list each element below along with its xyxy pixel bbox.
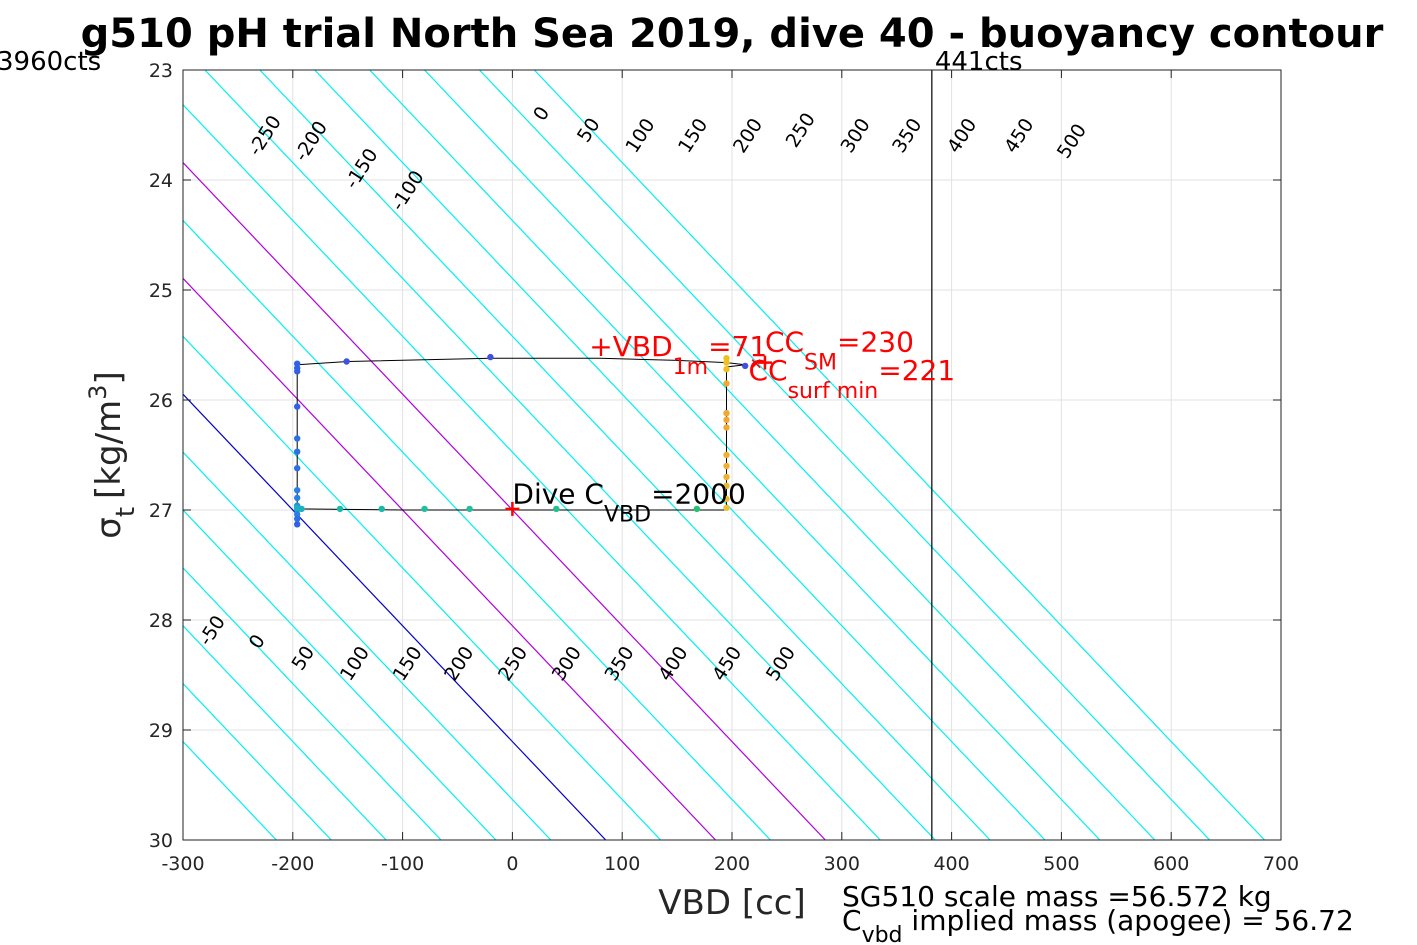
x-tick-label: 600: [1153, 853, 1189, 875]
y-tick-label: 24: [149, 170, 173, 192]
y-axis-label: σt[kg/m3]: [84, 371, 141, 538]
data-point: [723, 366, 730, 373]
contour-line: [259, 70, 991, 840]
data-point: [343, 358, 350, 365]
x-tick-label: 300: [824, 853, 860, 875]
data-point: [293, 494, 301, 502]
annotation-cc-sm: CCSM=230: [765, 326, 914, 376]
data-point: [723, 451, 730, 459]
x-tick-label: 0: [506, 853, 518, 875]
contour-line: [369, 70, 1101, 840]
contour-line: [183, 335, 662, 840]
x-axis-ticks: -300 -200 -100 0 100 200 300 400 500 600 700: [161, 70, 1299, 875]
data-point: [487, 353, 494, 361]
contour-line: [183, 682, 332, 840]
x-tick-label: 400: [933, 853, 969, 875]
annotation-vbd-1m: +VBD1m=71: [589, 330, 767, 380]
data-point: [293, 465, 301, 472]
y-tick-label: 23: [149, 60, 173, 82]
data-point: [723, 359, 730, 366]
x-tick-label: 100: [604, 853, 640, 875]
x-tick-label: -200: [271, 853, 314, 875]
y-tick-label: 26: [149, 390, 173, 412]
contour-line: [183, 277, 716, 840]
data-point: [723, 504, 730, 511]
contour-line: [183, 567, 442, 840]
data-point: [293, 403, 301, 410]
data-point: [723, 462, 730, 470]
data-point: [723, 355, 730, 362]
x-tick-label: -100: [381, 853, 424, 875]
x-tick-label: 500: [1043, 853, 1079, 875]
data-point: [293, 515, 301, 522]
data-point: [336, 505, 344, 513]
x-marker: [751, 359, 761, 369]
contour-line: [183, 624, 387, 840]
contour-line: [424, 70, 1156, 840]
data-point: [741, 362, 749, 370]
y-tick-label: 27: [149, 500, 173, 522]
data-point: [293, 521, 301, 528]
data-point: [723, 495, 730, 503]
footer-scale-mass: SG510 scale mass =56.572 kg: [842, 880, 1272, 913]
data-point: [723, 416, 730, 423]
footer-implied-mass: Cvbd implied mass (apogee) = 56.72: [842, 904, 1354, 945]
data-point: [723, 473, 730, 481]
contour-line: [479, 70, 1211, 840]
trajectory-line: [296, 357, 746, 511]
contour-line: [183, 103, 881, 840]
contour-line: [183, 219, 771, 840]
data-point: [293, 435, 301, 442]
y-axis-ticks: 23 24 25 26 27 28 29 30: [149, 60, 1281, 852]
y-tick-label: 30: [149, 830, 173, 852]
buoyancy-contours: [183, 70, 1265, 840]
x-axis-label: VBD [cc]: [658, 883, 806, 923]
contour-line: [183, 161, 826, 840]
data-point: [293, 511, 301, 518]
x-tick-label: -300: [161, 853, 204, 875]
data-point: [723, 410, 730, 417]
annotation-cc-surf-min: CCsurf min=221: [748, 354, 955, 404]
data-point: [293, 487, 301, 494]
contour-line: [314, 70, 1046, 840]
right-limit-label: 441cts: [935, 47, 1023, 77]
y-tick-label: 25: [149, 280, 173, 302]
data-point: [723, 424, 730, 431]
data-point: [293, 448, 301, 455]
data-point: [298, 505, 305, 513]
data-points: [293, 353, 749, 528]
contour-line: [183, 509, 497, 840]
data-point: [293, 360, 301, 367]
data-point: [293, 368, 301, 375]
contour-line: [533, 70, 1265, 840]
trajectory: [296, 357, 746, 511]
data-point: [693, 505, 701, 513]
data-point: [421, 505, 428, 513]
contour-line: [183, 393, 607, 840]
y-tick-label: 29: [149, 720, 173, 742]
annotation-dive-cvbd: Dive CVBD=2000: [512, 477, 745, 527]
contour-line: [183, 451, 552, 840]
data-point: [378, 505, 385, 513]
x-tick-label: 700: [1263, 853, 1299, 875]
left-limit-label: 3960cts: [0, 47, 101, 77]
x-tick-label: 200: [714, 853, 750, 875]
y-tick-label: 28: [149, 610, 173, 632]
data-point: [723, 482, 730, 489]
red-markers: [505, 355, 772, 516]
data-point: [553, 505, 560, 513]
chart-title: g510 pH trial North Sea 2019, dive 40 - …: [81, 11, 1384, 57]
contour-line: [204, 70, 936, 840]
data-point: [466, 505, 473, 513]
data-point: [723, 380, 730, 387]
